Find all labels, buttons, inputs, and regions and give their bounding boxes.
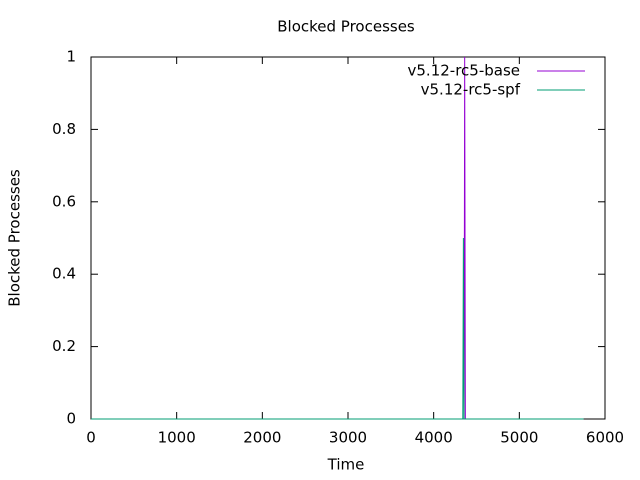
x-axis-label: Time bbox=[327, 456, 365, 474]
y-tick-label: 0.2 bbox=[52, 337, 76, 355]
x-tick-label: 5000 bbox=[500, 429, 538, 447]
legend-label: v5.12-rc5-spf bbox=[421, 81, 521, 99]
y-tick-label: 0.8 bbox=[52, 120, 76, 138]
x-tick-label: 4000 bbox=[415, 429, 453, 447]
legend-label: v5.12-rc5-base bbox=[408, 62, 521, 80]
y-axis-label: Blocked Processes bbox=[6, 169, 24, 307]
y-tick-label: 1 bbox=[66, 48, 76, 66]
x-tick-label: 2000 bbox=[243, 429, 281, 447]
y-tick-label: 0.4 bbox=[52, 265, 76, 283]
x-tick-label: 1000 bbox=[158, 429, 196, 447]
series-line bbox=[91, 237, 584, 420]
x-tick-label: 0 bbox=[86, 429, 96, 447]
x-tick-label: 6000 bbox=[586, 429, 624, 447]
x-tick-label: 3000 bbox=[329, 429, 367, 447]
chart-title: Blocked Processes bbox=[277, 18, 415, 36]
y-tick-label: 0.6 bbox=[52, 192, 76, 210]
y-tick-label: 0 bbox=[66, 410, 76, 428]
